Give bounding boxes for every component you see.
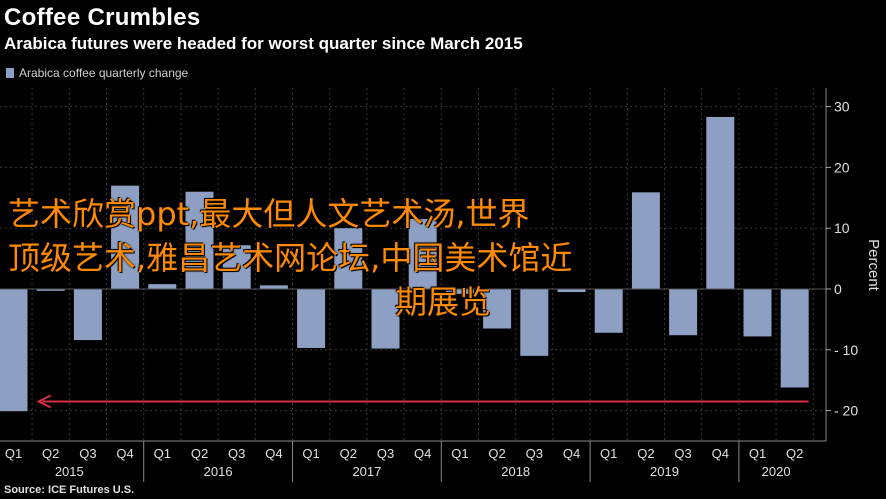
x-group-label: 2016	[204, 464, 233, 479]
bar	[36, 289, 65, 291]
x-tick-label: Q2	[488, 446, 505, 461]
legend-swatch	[6, 68, 14, 78]
x-tick-label: Q3	[79, 446, 96, 461]
bar	[222, 245, 251, 289]
bar	[631, 192, 660, 289]
x-group-label: 2020	[762, 464, 791, 479]
x-tick-label: Q2	[340, 446, 357, 461]
x-tick-label: Q3	[228, 446, 245, 461]
legend-label: Arabica coffee quarterly change	[19, 66, 189, 80]
chart-title: Coffee Crumbles	[4, 4, 201, 31]
bar	[520, 289, 549, 356]
bar	[706, 116, 735, 289]
y-tick-label: 20	[834, 159, 850, 175]
bar	[73, 289, 102, 341]
x-tick-label: Q1	[154, 446, 171, 461]
x-tick-label: Q1	[302, 446, 319, 461]
bar	[259, 285, 288, 289]
bar	[780, 289, 809, 388]
x-tick-label: Q4	[563, 446, 580, 461]
y-tick-label: 10	[834, 220, 850, 236]
x-tick-label: Q2	[637, 446, 654, 461]
x-tick-label: Q4	[712, 446, 729, 461]
overlay-text: 艺术欣赏ppt,最大但人文艺术汤,世界 顶级艺术,雅昌艺术网论坛,中国美术馆近 …	[8, 192, 838, 324]
x-group-label: 2017	[352, 464, 381, 479]
legend: Arabica coffee quarterly change	[6, 66, 188, 80]
x-tick-label: Q3	[674, 446, 691, 461]
source-note: Source: ICE Futures U.S.	[4, 484, 135, 496]
x-tick-label: Q4	[116, 446, 133, 461]
y-axis-label: Percent	[865, 239, 882, 292]
x-tick-label: Q2	[42, 446, 59, 461]
bar	[297, 289, 326, 348]
x-tick-label: Q2	[191, 446, 208, 461]
x-group-label: 2019	[650, 464, 679, 479]
bar	[743, 289, 772, 337]
bar	[0, 289, 28, 412]
overlay-line-3: 期展览	[394, 283, 491, 321]
bar	[557, 289, 586, 293]
x-tick-label: Q4	[265, 446, 282, 461]
bar	[148, 284, 177, 289]
y-tick-label: 0	[834, 281, 842, 297]
x-tick-label: Q3	[526, 446, 543, 461]
y-tick-label: 30	[834, 99, 850, 115]
x-tick-label: Q1	[5, 446, 22, 461]
x-tick-label: Q3	[377, 446, 394, 461]
bar	[483, 289, 512, 329]
overlay-line-2: 顶级艺术,雅昌艺术网论坛,中国美术馆近	[8, 239, 573, 277]
bar	[408, 219, 437, 289]
bar	[669, 289, 698, 336]
bar	[111, 185, 140, 289]
bar	[371, 289, 400, 349]
bar	[445, 289, 474, 294]
x-group-label: 2018	[501, 464, 530, 479]
bar	[594, 289, 623, 333]
x-group-label: 2015	[55, 464, 84, 479]
annotation-arrow-head	[36, 394, 52, 409]
x-tick-label: Q1	[451, 446, 468, 461]
x-tick-label: Q4	[414, 446, 431, 461]
y-tick-label: - 20	[834, 403, 858, 419]
y-tick-label: - 10	[834, 342, 858, 358]
x-tick-label: Q1	[749, 446, 766, 461]
bar	[334, 228, 363, 289]
chart-subtitle: Arabica futures were headed for worst qu…	[4, 34, 523, 53]
x-tick-label: Q2	[786, 446, 803, 461]
x-tick-label: Q1	[600, 446, 617, 461]
overlay-line-1: 艺术欣赏ppt,最大但人文艺术汤,世界	[8, 195, 530, 233]
bar	[185, 191, 214, 289]
